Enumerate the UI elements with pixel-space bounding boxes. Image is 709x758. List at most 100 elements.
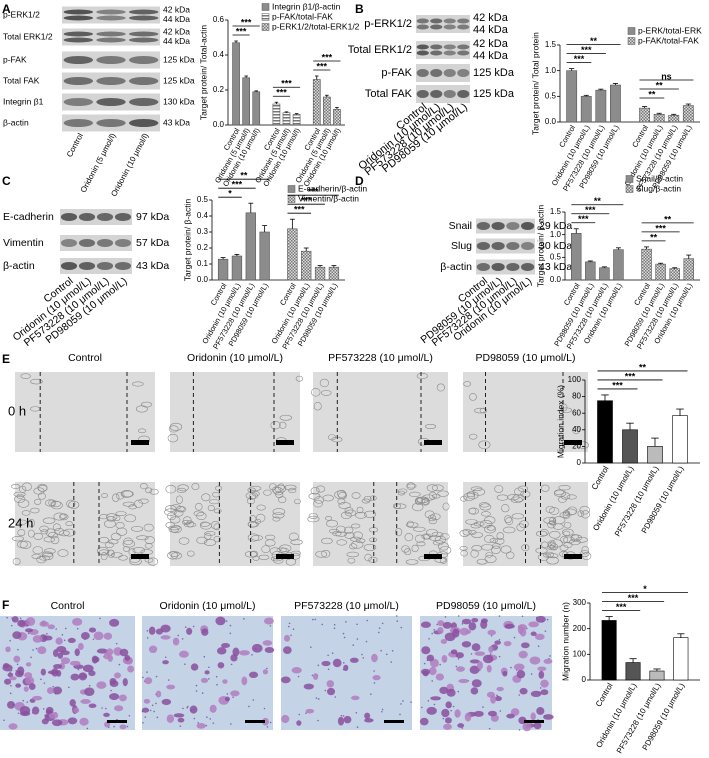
cell — [530, 631, 537, 637]
blot-band — [491, 242, 505, 250]
scale-bar — [107, 720, 127, 723]
error-bar — [262, 225, 268, 232]
cell — [328, 434, 336, 441]
pore — [310, 646, 312, 648]
pore — [423, 662, 426, 665]
cell — [195, 502, 203, 511]
pore — [356, 726, 359, 728]
cell — [40, 668, 46, 676]
pore — [251, 654, 253, 656]
kda-label: 42 kDa — [473, 38, 509, 50]
pore — [142, 721, 144, 724]
cell — [563, 522, 572, 529]
cell — [336, 539, 347, 546]
cell — [262, 640, 273, 646]
blot-band — [443, 90, 456, 98]
cell — [145, 487, 153, 494]
cell — [272, 508, 286, 515]
x-tick-label: Control — [590, 464, 611, 491]
cell — [437, 627, 444, 634]
cell — [12, 557, 21, 566]
cell — [136, 535, 149, 541]
cell — [547, 521, 556, 529]
pore — [544, 630, 547, 632]
bar — [232, 42, 240, 126]
y-tick-label: 0.0 — [545, 117, 557, 126]
scale-bar — [564, 440, 582, 445]
y-tick-label: 0 — [577, 458, 582, 467]
cell — [535, 530, 548, 537]
pore — [266, 667, 268, 670]
cell — [100, 551, 108, 561]
cell — [457, 723, 465, 728]
cell — [11, 483, 21, 489]
panel-label: B — [355, 2, 364, 16]
y-axis-label: Target protein/ β-actin — [182, 199, 192, 282]
cell — [32, 635, 43, 643]
cell — [363, 510, 377, 518]
cell — [166, 684, 176, 690]
cell — [414, 534, 425, 543]
cell — [364, 553, 372, 562]
error-bar — [644, 246, 650, 250]
cell — [31, 706, 40, 715]
pore — [489, 653, 492, 655]
cell — [216, 647, 227, 655]
cell — [516, 670, 526, 679]
scale-bar — [131, 554, 149, 559]
pore — [269, 721, 272, 724]
blot-row-label: p-FAK — [381, 67, 412, 79]
cell — [272, 486, 282, 494]
cell — [516, 523, 525, 532]
pore — [110, 689, 112, 692]
blot-band — [63, 15, 94, 21]
cell — [435, 673, 445, 681]
cell — [245, 492, 258, 500]
cell — [347, 557, 356, 564]
scale-bar — [524, 720, 544, 723]
pore — [142, 676, 144, 679]
cell — [364, 712, 371, 720]
y-tick-label: 0.0 — [213, 120, 225, 129]
cell — [96, 648, 108, 654]
pore — [298, 713, 301, 716]
blot-band — [430, 90, 443, 98]
significance-label: *** — [236, 26, 247, 36]
blot-band — [506, 263, 520, 271]
panel-label: D — [355, 174, 364, 188]
bar — [672, 415, 688, 464]
bar — [259, 231, 270, 281]
lane-label: Oridonin (5 μmol/l) — [79, 131, 118, 194]
pore — [381, 710, 383, 713]
cell — [78, 672, 88, 681]
pore — [101, 707, 103, 709]
cell — [56, 646, 67, 653]
error-bar — [274, 101, 279, 104]
y-tick-label: 0.5 — [197, 195, 209, 204]
cell — [118, 694, 127, 702]
cell — [356, 506, 364, 514]
cell — [341, 511, 352, 520]
legend-swatch — [287, 195, 296, 203]
cell — [55, 637, 63, 645]
pore — [402, 700, 404, 702]
cell — [201, 628, 209, 636]
blot-band — [128, 56, 159, 64]
error-bar — [651, 437, 659, 447]
pore — [498, 655, 501, 658]
cell — [141, 401, 152, 408]
cell — [460, 495, 468, 502]
cell — [281, 714, 290, 724]
cell — [261, 717, 269, 726]
blot-row-label: Vimentin — [3, 237, 44, 249]
blot-band — [60, 239, 78, 247]
cell — [52, 686, 63, 695]
pore — [378, 627, 381, 629]
error-bar — [294, 113, 299, 115]
blot-band — [506, 222, 520, 230]
cell — [213, 523, 221, 531]
bar — [641, 248, 652, 281]
pore — [46, 632, 48, 635]
blot-band — [416, 90, 429, 98]
cell — [416, 541, 426, 547]
